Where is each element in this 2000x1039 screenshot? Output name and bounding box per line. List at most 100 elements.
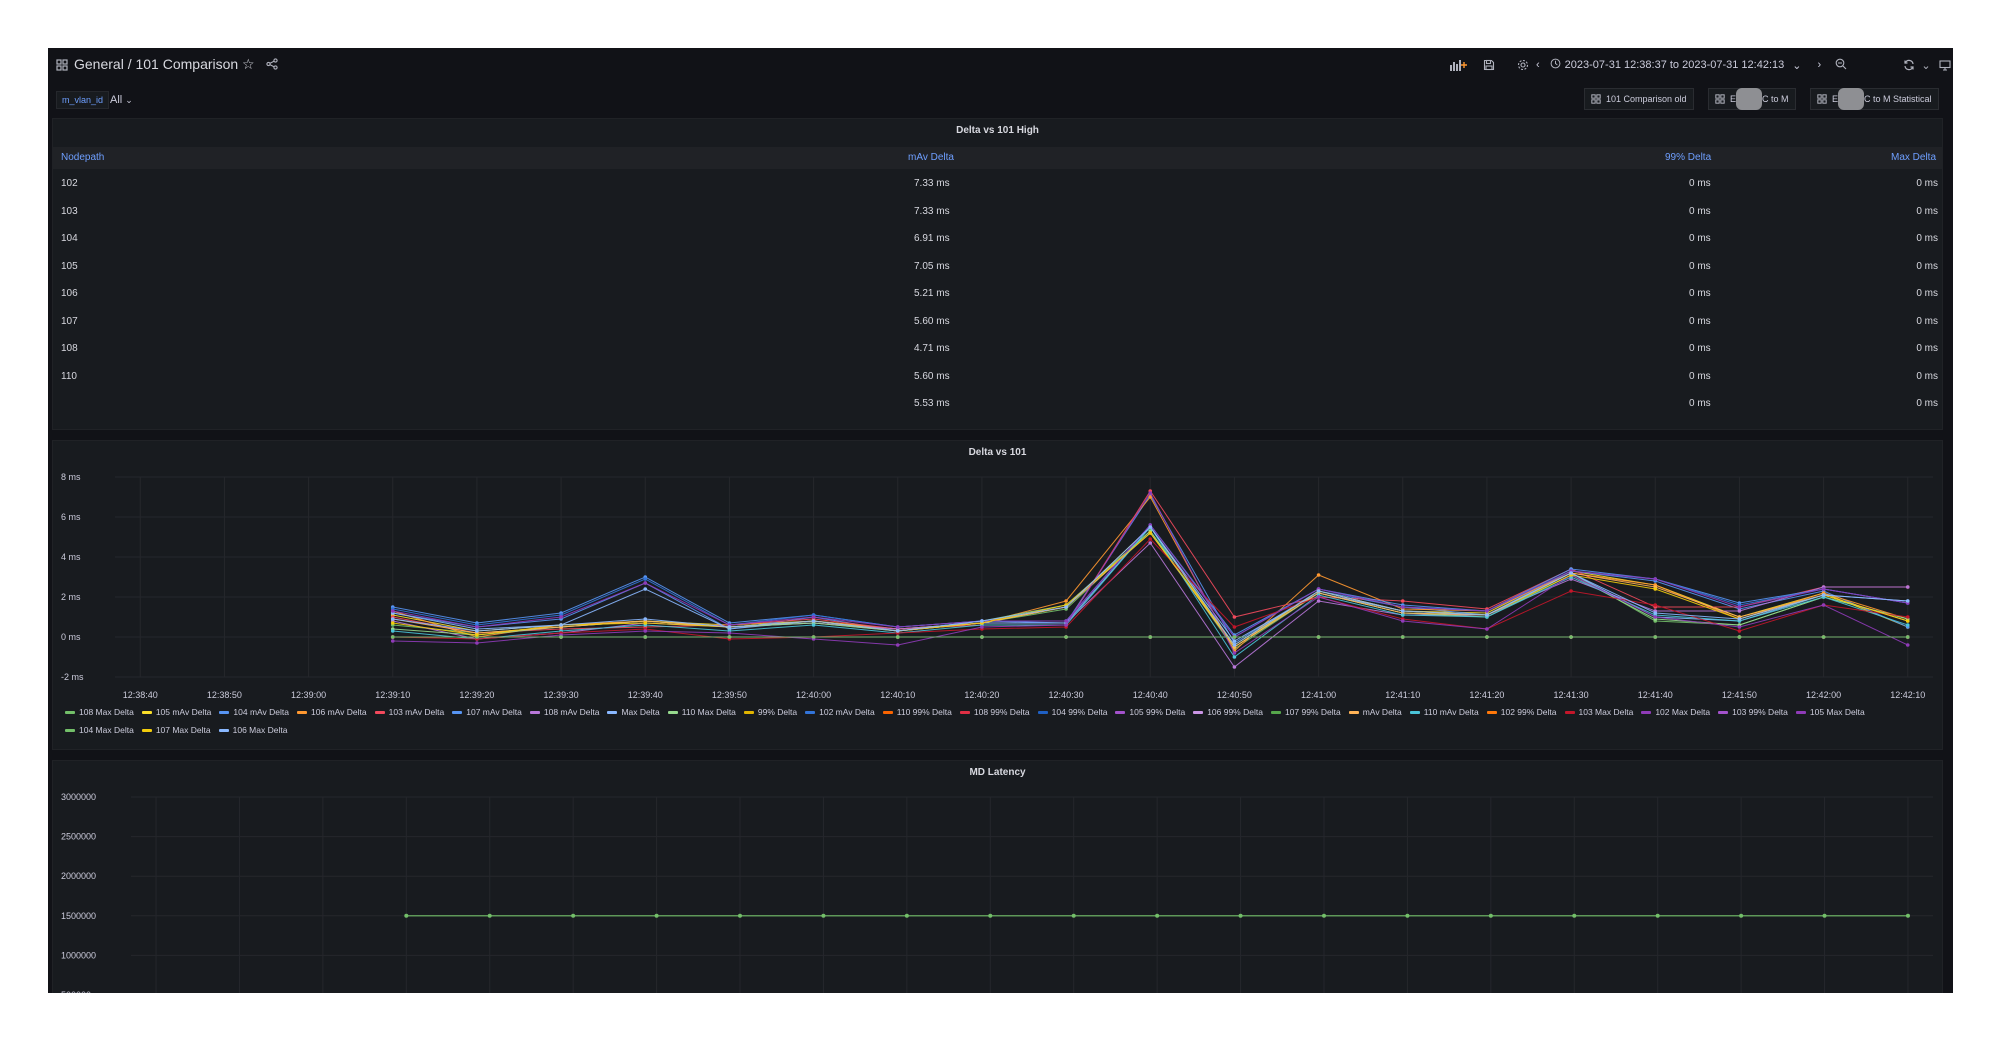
table-row: 108 4.71 ms 0 ms 0 ms bbox=[53, 336, 1942, 363]
data-point bbox=[1821, 635, 1826, 639]
data-point bbox=[1400, 599, 1405, 603]
legend-item[interactable]: 110 mAv Delta bbox=[1409, 704, 1479, 721]
refresh-interval-caret[interactable]: ⌄ bbox=[1921, 59, 1931, 72]
legend-item[interactable]: 103 99% Delta bbox=[1718, 704, 1788, 721]
cell-mav-delta: 5.53 ms bbox=[914, 398, 950, 409]
legend-label: 99% Delta bbox=[757, 707, 798, 717]
legend-item[interactable]: 105 Max Delta bbox=[1795, 704, 1865, 721]
data-point bbox=[1064, 623, 1068, 627]
gear-icon[interactable] bbox=[1510, 53, 1536, 77]
legend-item[interactable]: 108 99% Delta bbox=[959, 704, 1030, 721]
legend-item[interactable]: 108 Max Delta bbox=[65, 704, 134, 721]
data-point bbox=[404, 913, 409, 918]
legend-item[interactable]: 102 Max Delta bbox=[1641, 704, 1710, 721]
grid-icon[interactable] bbox=[56, 58, 68, 76]
legend-item[interactable]: 105 mAv Delta bbox=[141, 704, 211, 721]
legend-swatch bbox=[743, 711, 754, 714]
panel-title[interactable]: Delta vs 101 bbox=[968, 447, 1027, 458]
x-tick-label: 12:41:30 bbox=[1554, 690, 1589, 700]
data-point bbox=[1569, 571, 1573, 575]
legend-swatch bbox=[218, 729, 229, 732]
column-header-mav-delta[interactable]: mAv Delta bbox=[908, 152, 954, 163]
data-point bbox=[1905, 643, 1910, 647]
legend-item[interactable]: 102 mAv Delta bbox=[805, 704, 875, 721]
data-point bbox=[1400, 605, 1405, 609]
time-range-picker[interactable]: ‹ 2023-07-31 12:38:37 to 2023-07-31 12:4… bbox=[1536, 53, 1886, 77]
legend-label: 110 Max Delta bbox=[681, 707, 736, 717]
cell-max-delta: 0 ms bbox=[1916, 343, 1938, 354]
dashboard-app: General / 101 Comparison ☆ ‹ 2023-07-31 … bbox=[48, 48, 1953, 993]
column-header-max-delta[interactable]: Max Delta bbox=[1890, 152, 1936, 163]
legend-item[interactable]: 105 99% Delta bbox=[1115, 704, 1185, 721]
data-point bbox=[1737, 635, 1742, 639]
share-icon[interactable] bbox=[266, 57, 278, 75]
legend-item[interactable]: 103 Max Delta bbox=[1564, 704, 1633, 721]
y-tick-label: 2000000 bbox=[61, 871, 96, 881]
legend-item[interactable]: 107 Max Delta bbox=[141, 722, 211, 739]
refresh-icon[interactable] bbox=[1896, 53, 1922, 77]
legend-swatch bbox=[1795, 711, 1806, 714]
data-point bbox=[1405, 913, 1410, 918]
legend-item[interactable]: 104 mAv Delta bbox=[219, 704, 289, 721]
table-row: 5.53 ms 0 ms 0 ms bbox=[53, 391, 1942, 418]
dashboard-link-c-to-m[interactable]: E C to M bbox=[1708, 88, 1796, 110]
legend-label: 107 Max Delta bbox=[155, 725, 211, 735]
zoom-out-icon[interactable] bbox=[1835, 58, 1847, 73]
legend-item[interactable]: 102 99% Delta bbox=[1486, 704, 1557, 721]
time-prev-button[interactable]: ‹ bbox=[1536, 59, 1540, 71]
panel-title[interactable]: MD Latency bbox=[969, 767, 1026, 778]
panel-title[interactable]: Delta vs 101 High bbox=[956, 125, 1039, 136]
x-tick-label: 12:39:00 bbox=[291, 690, 326, 700]
chevron-down-icon[interactable]: ⌄ bbox=[1792, 59, 1802, 72]
time-range-label[interactable]: 2023-07-31 12:38:37 to 2023-07-31 12:42:… bbox=[1564, 59, 1785, 71]
time-next-button[interactable]: › bbox=[1817, 59, 1822, 71]
legend-item[interactable]: 103 mAv Delta bbox=[374, 704, 444, 721]
data-point bbox=[1316, 589, 1321, 593]
x-tick-label: 12:39:20 bbox=[459, 690, 494, 700]
legend-item[interactable]: 106 Max Delta bbox=[218, 722, 287, 739]
data-point bbox=[390, 621, 395, 625]
legend-item[interactable]: 106 99% Delta bbox=[1193, 704, 1263, 721]
variable-value: All bbox=[110, 94, 123, 106]
cell-nodepath: 105 bbox=[61, 260, 78, 272]
variable-select[interactable]: All ⌄ bbox=[104, 91, 139, 109]
data-point bbox=[1064, 635, 1068, 639]
legend-item[interactable]: 99% Delta bbox=[743, 704, 798, 721]
tv-mode-icon[interactable] bbox=[1932, 53, 1953, 77]
legend-label: 105 99% Delta bbox=[1129, 707, 1186, 717]
data-point bbox=[643, 621, 648, 625]
y-tick-label: 1500000 bbox=[61, 911, 96, 921]
legend-swatch bbox=[297, 711, 308, 714]
legend-item[interactable]: 104 99% Delta bbox=[1037, 704, 1107, 721]
cell-mav-delta: 5.21 ms bbox=[914, 288, 950, 299]
breadcrumb-folder[interactable]: General bbox=[74, 56, 124, 72]
cell-99-delta: 0 ms bbox=[1689, 315, 1711, 327]
legend-item[interactable]: 107 mAv Delta bbox=[452, 704, 522, 721]
cell-mav-delta: 4.71 ms bbox=[914, 343, 950, 354]
legend-item[interactable]: mAv Delta bbox=[1348, 704, 1402, 721]
legend-item[interactable]: 108 mAv Delta bbox=[529, 704, 599, 721]
column-header-99-delta[interactable]: 99% Delta bbox=[1665, 152, 1712, 163]
legend-item[interactable]: 110 Max Delta bbox=[667, 704, 736, 721]
delta-chart: 8 ms 6 ms 4 ms 2 ms 0 ms -2 ms 12:38:40 12:38:5… bbox=[61, 472, 1933, 700]
star-icon[interactable]: ☆ bbox=[242, 56, 255, 72]
legend-label: 110 99% Delta bbox=[896, 707, 952, 717]
legend-item[interactable]: 106 mAv Delta bbox=[297, 704, 367, 721]
legend-item[interactable]: 104 Max Delta bbox=[65, 722, 134, 739]
dashboard-link-101-comparison-old[interactable]: 101 Comparison old bbox=[1584, 88, 1694, 110]
data-point bbox=[1653, 577, 1658, 581]
add-panel-icon[interactable] bbox=[1446, 53, 1472, 77]
dashboard-link-label-suffix: C to M bbox=[1762, 94, 1789, 104]
save-icon[interactable] bbox=[1476, 53, 1502, 77]
legend-label: 102 mAv Delta bbox=[819, 707, 875, 717]
column-header-nodepath[interactable]: Nodepath bbox=[61, 152, 105, 163]
legend-item[interactable]: Max Delta bbox=[607, 704, 660, 721]
data-point bbox=[1485, 635, 1489, 639]
data-point bbox=[1905, 635, 1910, 639]
x-tick-label: 12:39:50 bbox=[712, 690, 747, 700]
dashboard-link-c-to-m-statistical[interactable]: E C to M Statistical bbox=[1810, 88, 1939, 110]
legend-item[interactable]: 107 99% Delta bbox=[1270, 704, 1341, 721]
dashboard-title[interactable]: 101 Comparison bbox=[135, 56, 239, 72]
data-point bbox=[895, 625, 900, 629]
legend-item[interactable]: 110 99% Delta bbox=[882, 704, 952, 721]
